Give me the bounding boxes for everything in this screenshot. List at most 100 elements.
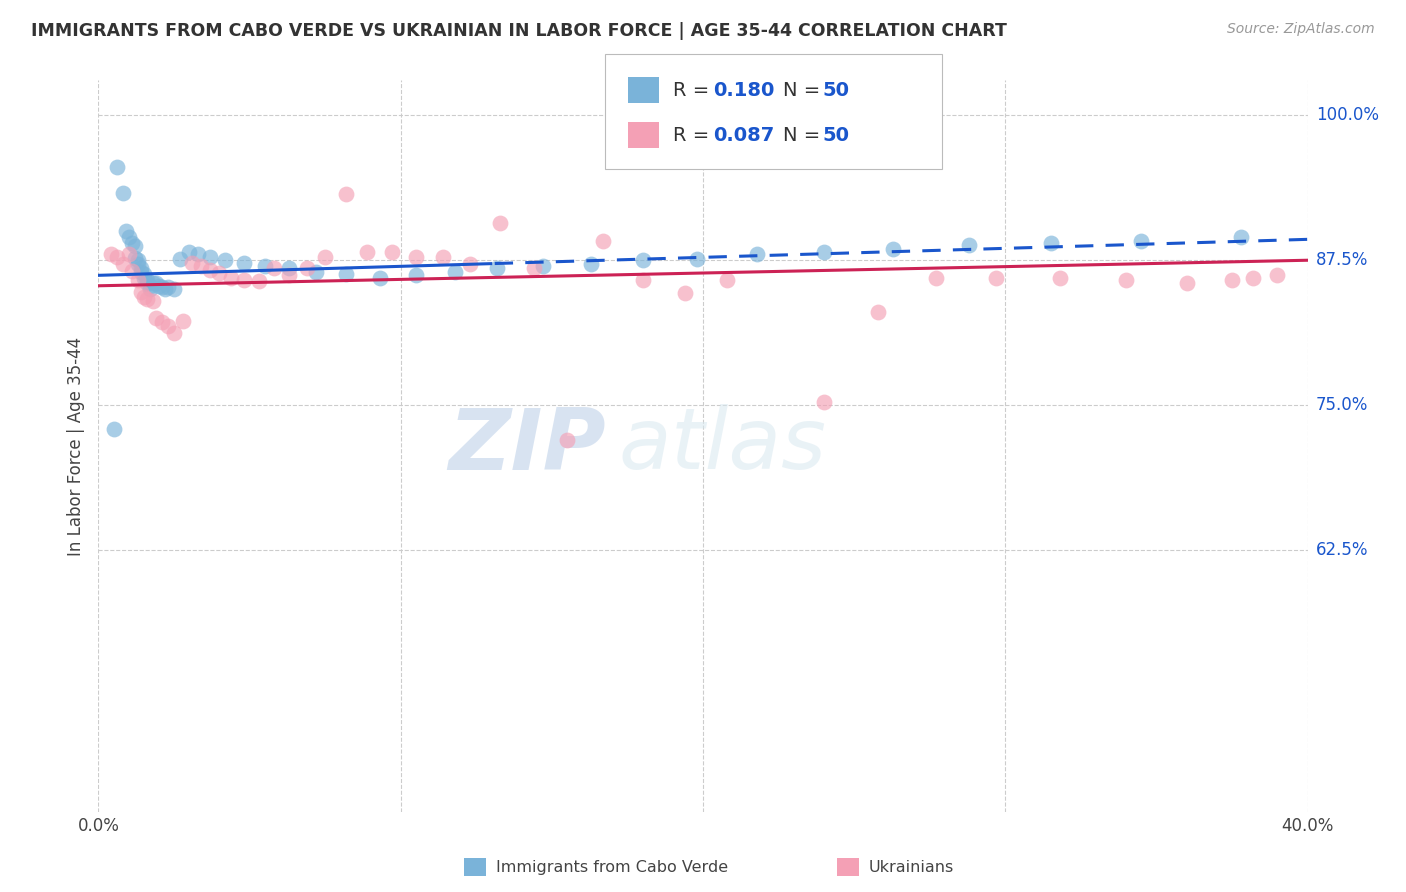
Point <box>405 268 427 283</box>
Point <box>200 250 222 264</box>
Point <box>181 255 204 269</box>
Point <box>1049 270 1071 285</box>
Point <box>277 261 299 276</box>
Point <box>129 265 152 279</box>
Point <box>142 277 165 291</box>
Point <box>129 261 152 276</box>
Text: R =: R = <box>673 126 716 145</box>
Text: 87.5%: 87.5% <box>1316 252 1368 269</box>
Point <box>295 261 318 276</box>
Point <box>127 273 149 287</box>
Point <box>132 290 155 304</box>
Text: N =: N = <box>783 80 827 100</box>
Point <box>1115 273 1137 287</box>
Point <box>124 239 146 253</box>
Point <box>314 250 336 264</box>
Point <box>1265 268 1288 283</box>
Text: 50: 50 <box>823 126 849 145</box>
Point <box>1220 273 1243 287</box>
Point <box>1241 270 1264 285</box>
Point <box>135 277 157 291</box>
Point <box>145 311 167 326</box>
Point <box>118 230 141 244</box>
Point <box>163 282 186 296</box>
Point <box>631 273 654 287</box>
Point <box>381 245 404 260</box>
Point <box>368 270 391 285</box>
Point <box>277 268 299 283</box>
Point <box>813 395 835 409</box>
Text: 75.0%: 75.0% <box>1316 396 1368 415</box>
Point <box>957 238 980 252</box>
Point <box>458 257 481 271</box>
Text: 0.180: 0.180 <box>713 80 775 100</box>
Point <box>253 259 276 273</box>
Point <box>105 161 128 175</box>
Point <box>716 273 738 287</box>
Point <box>114 224 136 238</box>
Point <box>444 265 467 279</box>
Point <box>124 251 146 265</box>
Point <box>129 285 152 299</box>
Point <box>925 270 948 285</box>
Point <box>135 273 157 287</box>
Point <box>432 250 454 264</box>
Point <box>135 292 157 306</box>
Point <box>177 245 201 260</box>
Y-axis label: In Labor Force | Age 35-44: In Labor Force | Age 35-44 <box>67 336 86 556</box>
Point <box>121 263 143 277</box>
Point <box>765 151 787 165</box>
Point <box>118 247 141 261</box>
Point <box>100 247 122 261</box>
Point <box>208 266 231 280</box>
Point <box>882 242 904 256</box>
Text: 0.087: 0.087 <box>713 126 775 145</box>
Point <box>111 257 134 271</box>
Point <box>153 282 176 296</box>
Point <box>813 245 835 260</box>
Point <box>335 267 357 281</box>
Point <box>221 270 243 285</box>
Point <box>127 257 149 271</box>
Point <box>1230 230 1253 244</box>
Text: ZIP: ZIP <box>449 404 606 488</box>
Text: Ukrainians: Ukrainians <box>869 860 955 874</box>
Point <box>156 280 179 294</box>
Point <box>111 186 134 200</box>
Point <box>579 257 602 271</box>
Point <box>142 293 165 308</box>
Text: 62.5%: 62.5% <box>1316 541 1368 559</box>
Point <box>156 319 179 334</box>
Point <box>1175 277 1198 291</box>
Point <box>523 261 546 276</box>
Point <box>232 255 254 269</box>
Point <box>868 305 890 319</box>
Point <box>105 250 128 264</box>
Point <box>1039 235 1062 250</box>
Point <box>121 235 143 250</box>
Point <box>145 277 167 291</box>
Text: IMMIGRANTS FROM CABO VERDE VS UKRAINIAN IN LABOR FORCE | AGE 35-44 CORRELATION C: IMMIGRANTS FROM CABO VERDE VS UKRAINIAN … <box>31 22 1007 40</box>
Point <box>405 250 427 264</box>
Point <box>127 253 149 268</box>
Point <box>247 274 270 288</box>
Point <box>356 245 378 260</box>
Point <box>200 262 222 277</box>
Point <box>673 285 696 300</box>
Text: 50: 50 <box>823 80 849 100</box>
Point <box>1130 234 1153 248</box>
Text: atlas: atlas <box>619 404 827 488</box>
Point <box>631 253 654 268</box>
Point <box>172 313 194 327</box>
Point <box>139 282 162 296</box>
Point <box>148 278 170 293</box>
Text: 100.0%: 100.0% <box>1316 106 1379 124</box>
Point <box>103 421 125 435</box>
Point <box>169 252 191 266</box>
Point <box>305 265 328 279</box>
Text: N =: N = <box>783 126 827 145</box>
Point <box>486 261 509 276</box>
Point <box>214 253 236 268</box>
Text: R =: R = <box>673 80 716 100</box>
Point <box>132 267 155 281</box>
